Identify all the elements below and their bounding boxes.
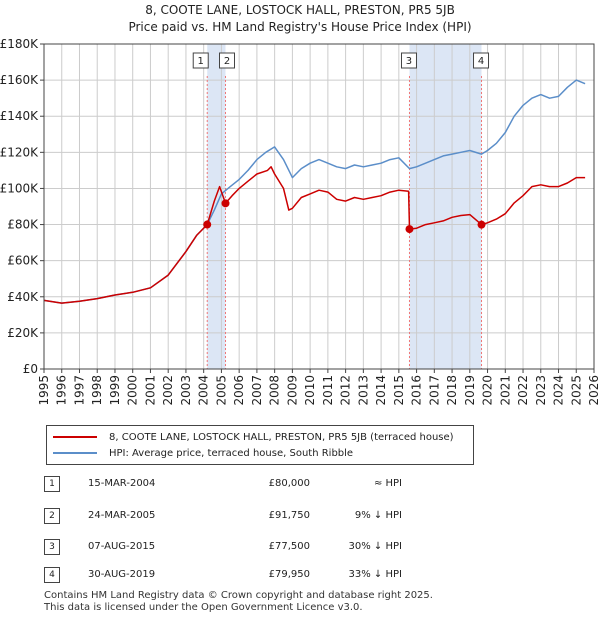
sale-number-box: [219, 52, 235, 69]
sale-number-box: [192, 52, 209, 69]
y-tick-label: £40K: [7, 290, 39, 304]
x-tick-label: 2007: [250, 375, 264, 406]
x-tick-label: 1995: [37, 375, 51, 406]
chart-title: 8, COOTE LANE, LOSTOCK HALL, PRESTON, PR…: [145, 3, 455, 17]
x-tick-label: 2026: [587, 375, 600, 406]
x-tick-label: 2002: [161, 375, 175, 406]
x-tick-label: 2025: [569, 375, 583, 406]
transaction-row: 1 15-MAR-2004 £80,000 ≈ HPI: [44, 476, 464, 494]
legend-swatch-property: [53, 436, 97, 438]
transaction-row: 2 24-MAR-2005 £91,750 9% ↓ HPI: [44, 508, 464, 526]
y-tick-label: £180K: [0, 37, 39, 51]
x-tick-label: 2023: [534, 375, 548, 406]
x-tick-label: 1998: [90, 375, 104, 406]
x-tick-label: 2019: [463, 375, 477, 406]
sale-number-box: [473, 52, 490, 69]
transaction-price: £80,000: [268, 478, 310, 489]
sale-point: [405, 225, 414, 234]
x-tick-label: 2000: [126, 375, 140, 406]
x-tick-label: 1997: [72, 375, 86, 406]
x-tick-label: 2016: [410, 375, 424, 406]
y-tick-label: £0: [23, 362, 38, 376]
x-tick-label: 2003: [179, 375, 193, 406]
x-tick-label: 2012: [339, 375, 353, 406]
sale-number-label: 4: [478, 56, 484, 67]
property-price-line: [43, 166, 586, 304]
y-tick-label: £120K: [0, 145, 39, 159]
x-tick-label: 1999: [108, 375, 122, 406]
x-tick-label: 2014: [374, 375, 388, 406]
x-tick-label: 2024: [552, 375, 566, 406]
footer-copyright: Contains HM Land Registry data © Crown c…: [44, 590, 433, 601]
transaction-date: 30-AUG-2019: [88, 569, 156, 580]
plot-frame: [43, 43, 595, 370]
y-tick-label: £160K: [0, 73, 39, 87]
x-tick-label: 2020: [481, 375, 495, 406]
transaction-hpi-comparison: 33% ↓ HPI: [348, 569, 402, 580]
x-tick-label: 2004: [197, 375, 211, 406]
x-tick-label: 2001: [143, 375, 157, 406]
transaction-number-badge: 3: [44, 539, 60, 555]
sale-number-label: 2: [224, 56, 230, 67]
transaction-date: 24-MAR-2005: [88, 510, 156, 521]
x-tick-label: 2021: [498, 375, 512, 406]
transaction-row: 3 07-AUG-2015 £77,500 30% ↓ HPI: [44, 539, 464, 557]
transaction-price: £91,750: [268, 510, 310, 521]
x-tick-label: 2008: [268, 375, 282, 406]
y-tick-label: £100K: [0, 181, 39, 195]
x-tick-label: 2005: [214, 375, 228, 406]
sale-number-label: 1: [198, 56, 204, 67]
legend-label-hpi: HPI: Average price, terraced house, Sout…: [109, 447, 354, 459]
x-tick-label: 2006: [232, 375, 246, 406]
transaction-row: 4 30-AUG-2019 £79,950 33% ↓ HPI: [44, 567, 464, 585]
y-tick-label: £80K: [7, 218, 39, 232]
transaction-date: 07-AUG-2015: [88, 541, 156, 552]
shaded-period: [409, 44, 482, 369]
transaction-number-badge: 2: [44, 508, 60, 524]
transaction-price: £77,500: [268, 541, 310, 552]
sale-number-label: 3: [406, 56, 412, 67]
legend-swatch-hpi: [53, 452, 97, 454]
sale-point: [477, 220, 486, 229]
x-tick-label: 2013: [356, 375, 370, 406]
x-tick-label: 2018: [445, 375, 459, 406]
x-tick-label: 2010: [303, 375, 317, 406]
y-tick-label: £20K: [7, 326, 39, 340]
x-tick-label: 2009: [285, 375, 299, 406]
transaction-price: £79,950: [268, 569, 310, 580]
footer-license: This data is licensed under the Open Gov…: [44, 602, 363, 613]
transaction-number-badge: 1: [44, 476, 60, 492]
x-tick-label: 1996: [55, 375, 69, 406]
y-tick-label: £60K: [7, 254, 39, 268]
transaction-hpi-comparison: ≈ HPI: [373, 478, 402, 489]
price-chart: 1 2 3 4 £0 £20K £40K £60K £80K £100K £120K £140K £16…: [0, 37, 600, 406]
legend-label-property: 8, COOTE LANE, LOSTOCK HALL, PRESTON, PR…: [109, 431, 454, 443]
legend: 8, COOTE LANE, LOSTOCK HALL, PRESTON, PR…: [46, 425, 474, 465]
sale-point: [203, 220, 212, 229]
y-tick-label: £140K: [0, 109, 39, 123]
transaction-hpi-comparison: 9% ↓ HPI: [354, 510, 402, 521]
x-tick-label: 2022: [516, 375, 530, 406]
x-tick-label: 2015: [392, 375, 406, 406]
sale-number-box: [400, 52, 417, 69]
legend-item-property: 8, COOTE LANE, LOSTOCK HALL, PRESTON, PR…: [53, 429, 454, 445]
transaction-date: 15-MAR-2004: [88, 478, 156, 489]
x-tick-label: 2017: [427, 375, 441, 406]
sale-point: [221, 199, 230, 208]
transaction-hpi-comparison: 30% ↓ HPI: [348, 541, 402, 552]
chart-subtitle: Price paid vs. HM Land Registry's House …: [128, 20, 472, 34]
legend-item-hpi: HPI: Average price, terraced house, Sout…: [53, 445, 353, 461]
transaction-number-badge: 4: [44, 567, 60, 583]
x-tick-label: 2011: [321, 375, 335, 406]
